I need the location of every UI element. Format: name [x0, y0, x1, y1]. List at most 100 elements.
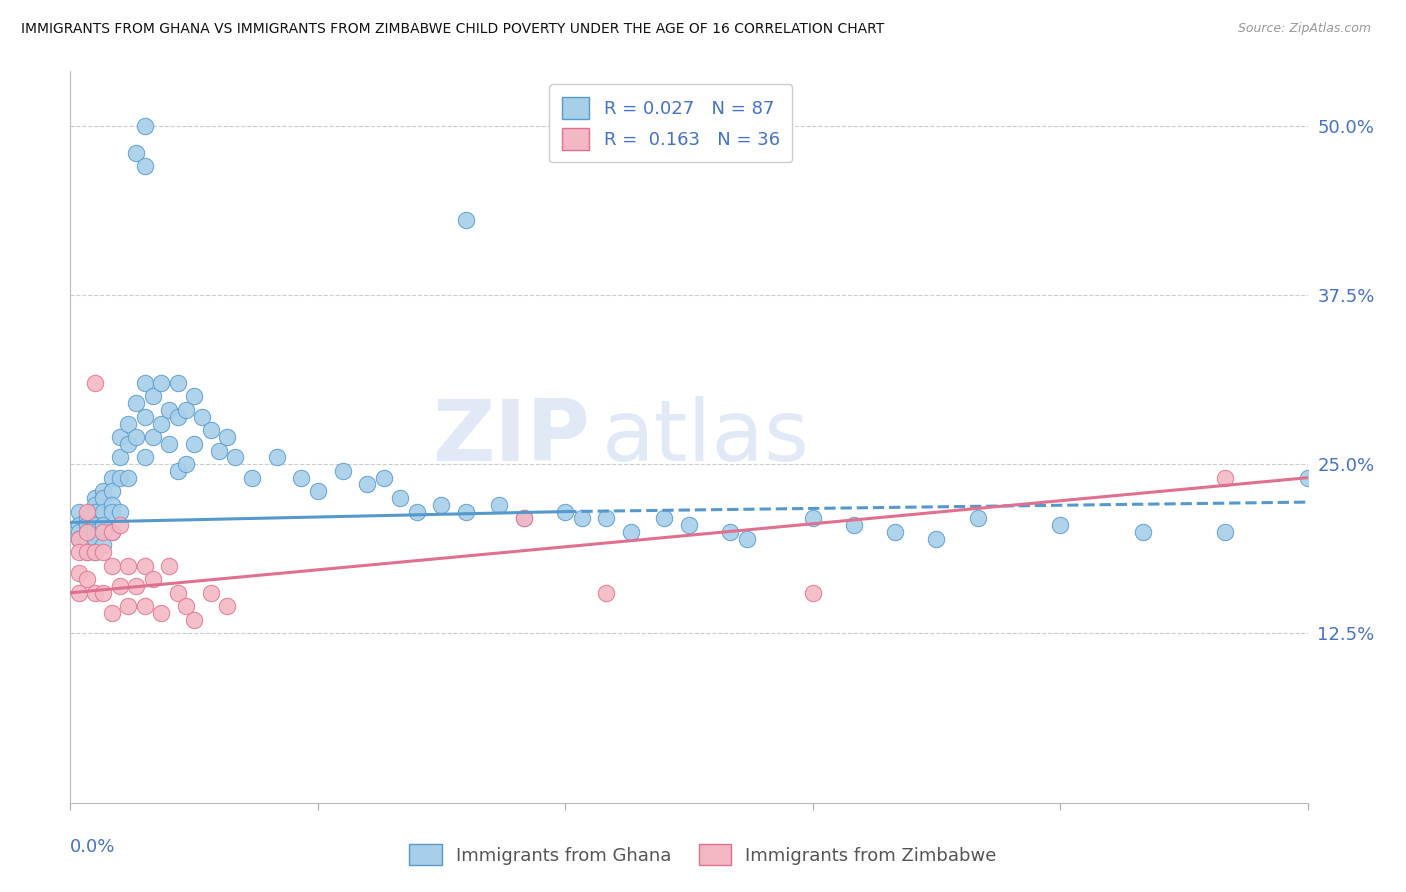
Point: [84, 518, 107, 533]
Point: [84, 498, 107, 512]
Point: [67, 532, 90, 546]
Point: [183, 613, 205, 627]
Point: [100, 484, 122, 499]
Point: [1049, 518, 1071, 533]
Point: [117, 437, 139, 451]
Point: [183, 437, 205, 451]
Point: [84, 524, 107, 539]
Point: [125, 579, 148, 593]
Point: [91, 545, 114, 559]
Point: [134, 376, 156, 390]
Point: [208, 443, 231, 458]
Point: [356, 477, 378, 491]
Text: IMMIGRANTS FROM GHANA VS IMMIGRANTS FROM ZIMBABWE CHILD POVERTY UNDER THE AGE OF: IMMIGRANTS FROM GHANA VS IMMIGRANTS FROM…: [21, 22, 884, 37]
Point: [67, 524, 90, 539]
Point: [488, 498, 510, 512]
Point: [84, 545, 107, 559]
Point: [134, 159, 156, 173]
Point: [240, 471, 263, 485]
Point: [100, 505, 122, 519]
Point: [166, 464, 188, 478]
Point: [76, 532, 98, 546]
Point: [1213, 524, 1236, 539]
Point: [76, 505, 98, 519]
Point: [76, 511, 98, 525]
Point: [595, 511, 617, 525]
Point: [134, 599, 156, 614]
Point: [307, 484, 329, 499]
Point: [1132, 524, 1154, 539]
Point: [91, 524, 114, 539]
Point: [84, 491, 107, 505]
Point: [125, 430, 148, 444]
Point: [67, 545, 90, 559]
Point: [84, 545, 107, 559]
Point: [150, 606, 173, 620]
Point: [91, 505, 114, 519]
Point: [100, 471, 122, 485]
Legend: Immigrants from Ghana, Immigrants from Zimbabwe: Immigrants from Ghana, Immigrants from Z…: [402, 837, 1004, 872]
Point: [91, 538, 114, 552]
Point: [842, 518, 865, 533]
Text: atlas: atlas: [602, 395, 810, 479]
Point: [456, 213, 478, 227]
Point: [215, 430, 238, 444]
Point: [174, 403, 197, 417]
Point: [166, 409, 188, 424]
Point: [108, 471, 131, 485]
Point: [200, 423, 222, 437]
Point: [76, 572, 98, 586]
Point: [108, 430, 131, 444]
Point: [157, 558, 180, 573]
Point: [134, 558, 156, 573]
Point: [84, 532, 107, 546]
Point: [389, 491, 412, 505]
Text: ZIP: ZIP: [432, 395, 591, 479]
Point: [166, 586, 188, 600]
Point: [150, 417, 173, 431]
Point: [925, 532, 948, 546]
Text: Source: ZipAtlas.com: Source: ZipAtlas.com: [1237, 22, 1371, 36]
Point: [183, 389, 205, 403]
Point: [76, 518, 98, 533]
Point: [966, 511, 988, 525]
Point: [884, 524, 907, 539]
Point: [215, 599, 238, 614]
Point: [100, 498, 122, 512]
Point: [67, 566, 90, 580]
Point: [332, 464, 354, 478]
Legend: R = 0.027   N = 87, R =  0.163   N = 36: R = 0.027 N = 87, R = 0.163 N = 36: [550, 84, 793, 162]
Point: [91, 484, 114, 499]
Point: [125, 145, 148, 160]
Point: [157, 403, 180, 417]
Point: [801, 586, 824, 600]
Point: [76, 545, 98, 559]
Point: [117, 417, 139, 431]
Point: [718, 524, 741, 539]
Point: [67, 505, 90, 519]
Point: [200, 586, 222, 600]
Point: [67, 586, 90, 600]
Point: [554, 505, 576, 519]
Point: [405, 505, 427, 519]
Point: [174, 457, 197, 471]
Point: [430, 498, 453, 512]
Point: [571, 511, 593, 525]
Point: [1296, 471, 1319, 485]
Point: [513, 511, 536, 525]
Point: [142, 572, 165, 586]
Point: [108, 505, 131, 519]
Point: [1213, 471, 1236, 485]
Point: [108, 579, 131, 593]
Point: [117, 471, 139, 485]
Point: [76, 545, 98, 559]
Point: [108, 450, 131, 465]
Point: [620, 524, 643, 539]
Point: [290, 471, 312, 485]
Point: [456, 505, 478, 519]
Point: [652, 511, 675, 525]
Point: [134, 409, 156, 424]
Point: [91, 586, 114, 600]
Point: [595, 586, 617, 600]
Point: [91, 491, 114, 505]
